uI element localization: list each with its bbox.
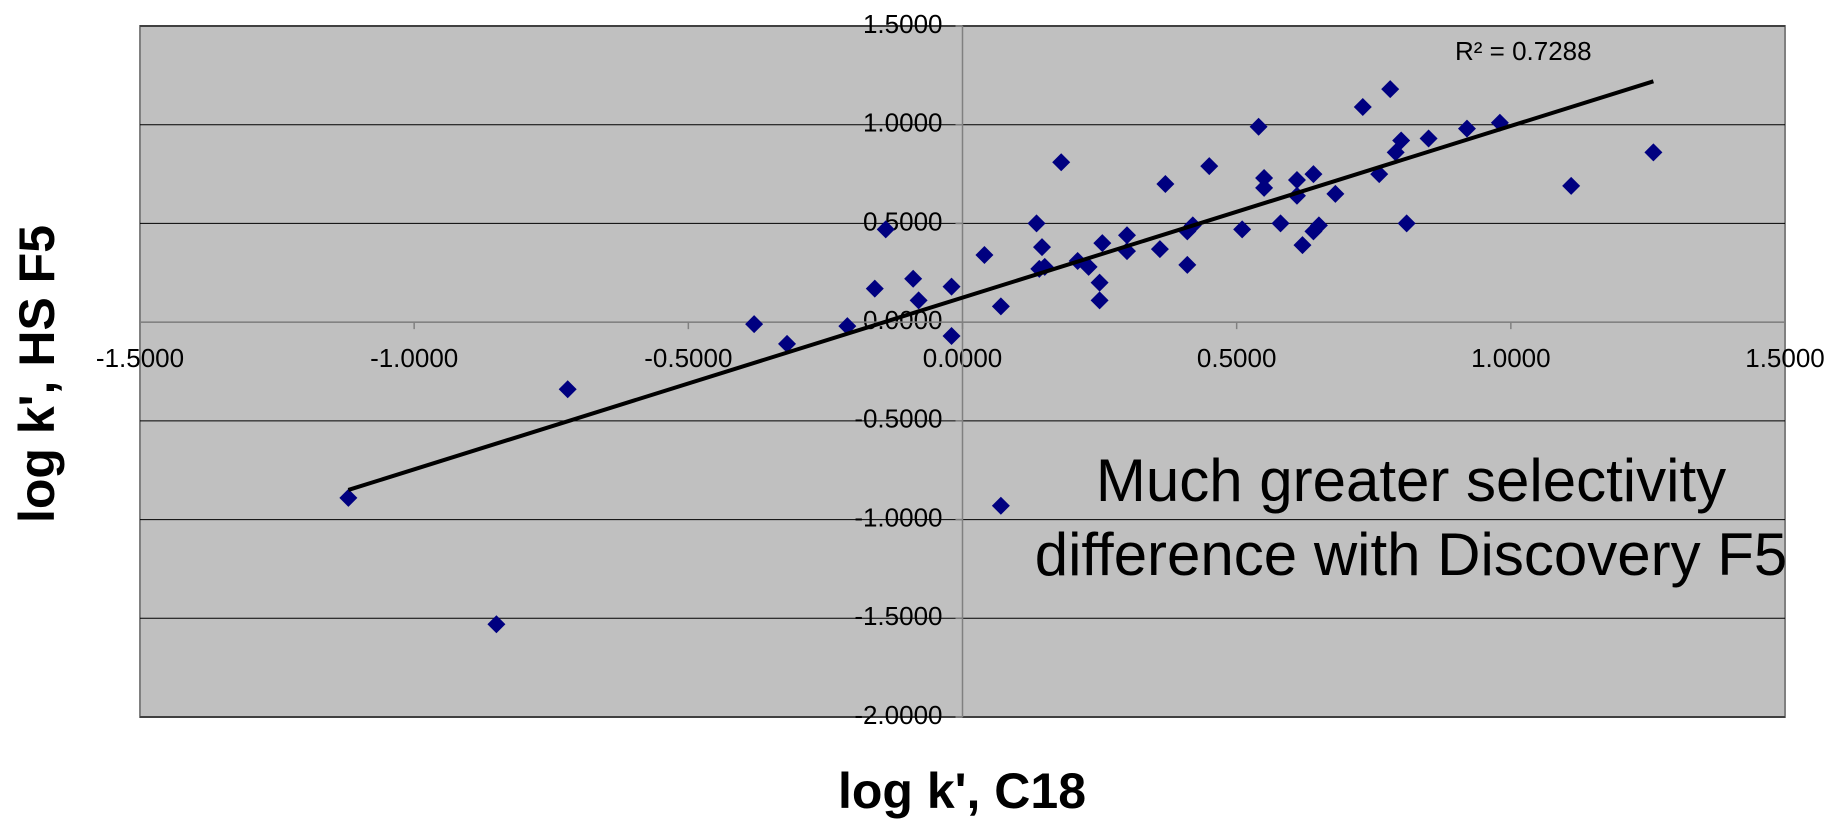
point (1033, 238, 1052, 257)
point (487, 615, 506, 634)
point (1271, 214, 1290, 233)
point (1381, 80, 1400, 99)
point (1093, 234, 1112, 253)
point (1090, 273, 1109, 292)
point (558, 380, 577, 399)
r-squared-label: R² = 0.7288 (1455, 36, 1592, 66)
point (339, 488, 358, 507)
point (1397, 214, 1416, 233)
y-tick-label: -1.5000 (854, 601, 942, 631)
y-tick-label: -1.0000 (854, 502, 942, 532)
point (1178, 255, 1197, 274)
point (1326, 184, 1345, 203)
point (1249, 117, 1268, 136)
point (942, 277, 961, 296)
point (745, 315, 764, 334)
point (1255, 178, 1274, 197)
point (1200, 157, 1219, 176)
point (1353, 97, 1372, 116)
y-tick-label: 1.5000 (863, 9, 943, 39)
point (991, 297, 1010, 316)
point (1079, 257, 1098, 276)
point (865, 279, 884, 298)
point (778, 334, 797, 353)
x-tick-label: 1.0000 (1471, 343, 1551, 373)
point (1392, 131, 1411, 150)
y-tick-label: -0.5000 (854, 404, 942, 434)
point (1150, 240, 1169, 259)
point (904, 269, 923, 288)
x-tick-label: -1.0000 (370, 343, 458, 373)
point (1052, 153, 1071, 172)
annotation: Much greater selectivity (1096, 447, 1726, 514)
point (1255, 169, 1274, 188)
y-tick-label: 0.5000 (863, 206, 943, 236)
point (975, 246, 994, 265)
point (1156, 174, 1175, 193)
point (1090, 291, 1109, 310)
annotation: difference with Discovery F5 (1035, 521, 1788, 588)
x-tick-label: 1.5000 (1745, 343, 1825, 373)
point (1562, 176, 1581, 195)
point (991, 496, 1010, 515)
x-tick-label: -1.5000 (96, 343, 184, 373)
point (1233, 220, 1252, 239)
point (1287, 170, 1306, 189)
point (1419, 129, 1438, 148)
point (942, 326, 961, 345)
y-tick-label: 1.0000 (863, 108, 943, 138)
point (909, 291, 928, 310)
x-axis-title: log k', C18 (838, 763, 1086, 819)
y-axis-title: log k', HS F5 (9, 225, 65, 523)
point (1644, 143, 1663, 162)
point (1118, 226, 1136, 245)
point (1027, 214, 1046, 233)
x-tick-label: -0.5000 (644, 343, 732, 373)
y-tick-label: -2.0000 (854, 700, 942, 730)
point (1457, 119, 1476, 138)
point (876, 220, 895, 239)
point (1293, 236, 1312, 255)
point (1309, 216, 1328, 235)
point (1490, 113, 1509, 132)
x-tick-label: 0.5000 (1197, 343, 1277, 373)
point (1304, 165, 1323, 184)
trendline (347, 79, 1654, 492)
